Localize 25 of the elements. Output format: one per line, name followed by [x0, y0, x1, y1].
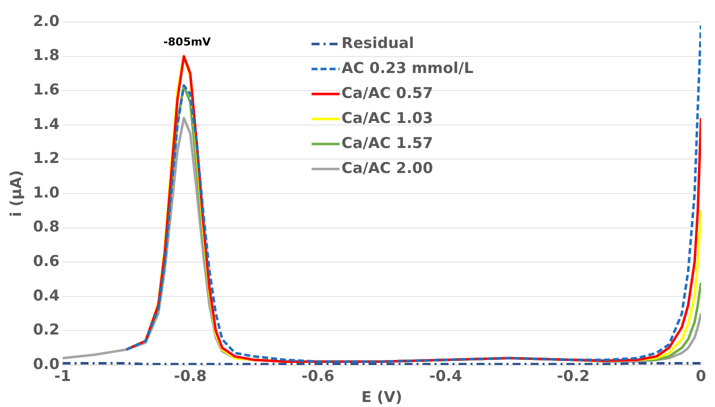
- x-tick-label: 0: [696, 366, 706, 385]
- y-tick-label: 1.2: [32, 149, 60, 168]
- y-tick-label: 0.6: [32, 252, 60, 270]
- x-tick-label: -0.2: [556, 366, 590, 385]
- x-tick-label: -0.4: [429, 366, 462, 385]
- y-tick-label: 1.4: [32, 114, 60, 133]
- y-tick-label: 0.0: [32, 354, 60, 373]
- x-tick-label: -0.8: [174, 366, 207, 385]
- legend-label: Residual: [342, 34, 414, 52]
- y-tick-label: 0.2: [32, 320, 60, 339]
- y-tick-label: 0.8: [32, 218, 60, 236]
- x-tick-label: -0.6: [302, 366, 334, 385]
- y-tick-label: 1.8: [32, 46, 60, 64]
- y-axis-title: i (µA): [6, 170, 25, 217]
- legend-label: Ca/AC 1.03: [342, 108, 434, 127]
- legend-label: Ca/AC 0.57: [342, 84, 434, 102]
- legend-label: Ca/AC 2.00: [342, 158, 434, 177]
- annotation: -805mV: [163, 36, 212, 49]
- y-tick-label: 1.0: [32, 183, 60, 202]
- y-tick-label: 0.4: [32, 286, 60, 304]
- legend-label: Ca/AC 1.57: [342, 134, 434, 152]
- y-tick-label: 2.0: [32, 12, 60, 30]
- x-axis-title: E (V): [361, 388, 402, 406]
- legend-label: AC 0.23 mmol/L: [342, 58, 474, 77]
- y-tick-label: 1.6: [32, 80, 60, 98]
